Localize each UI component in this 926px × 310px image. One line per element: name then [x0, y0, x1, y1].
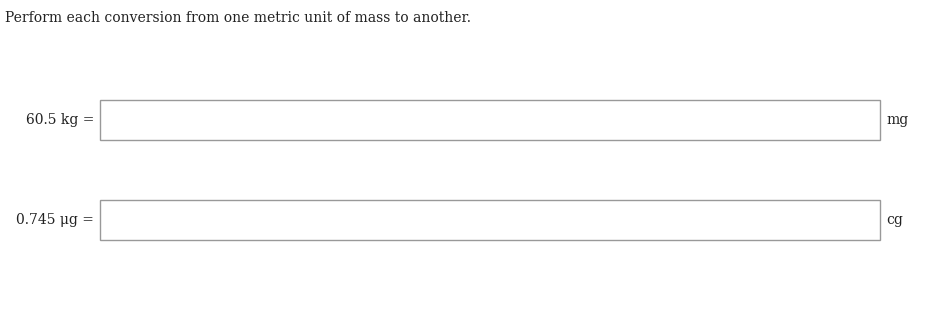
- Text: mg: mg: [886, 113, 908, 127]
- Text: Perform each conversion from one metric unit of mass to another.: Perform each conversion from one metric …: [5, 11, 470, 25]
- Text: cg: cg: [886, 213, 903, 227]
- Bar: [100, 200, 880, 240]
- Bar: [100, 100, 880, 140]
- Text: 60.5 kg =: 60.5 kg =: [26, 113, 94, 127]
- Text: 0.745 μg =: 0.745 μg =: [16, 213, 94, 227]
